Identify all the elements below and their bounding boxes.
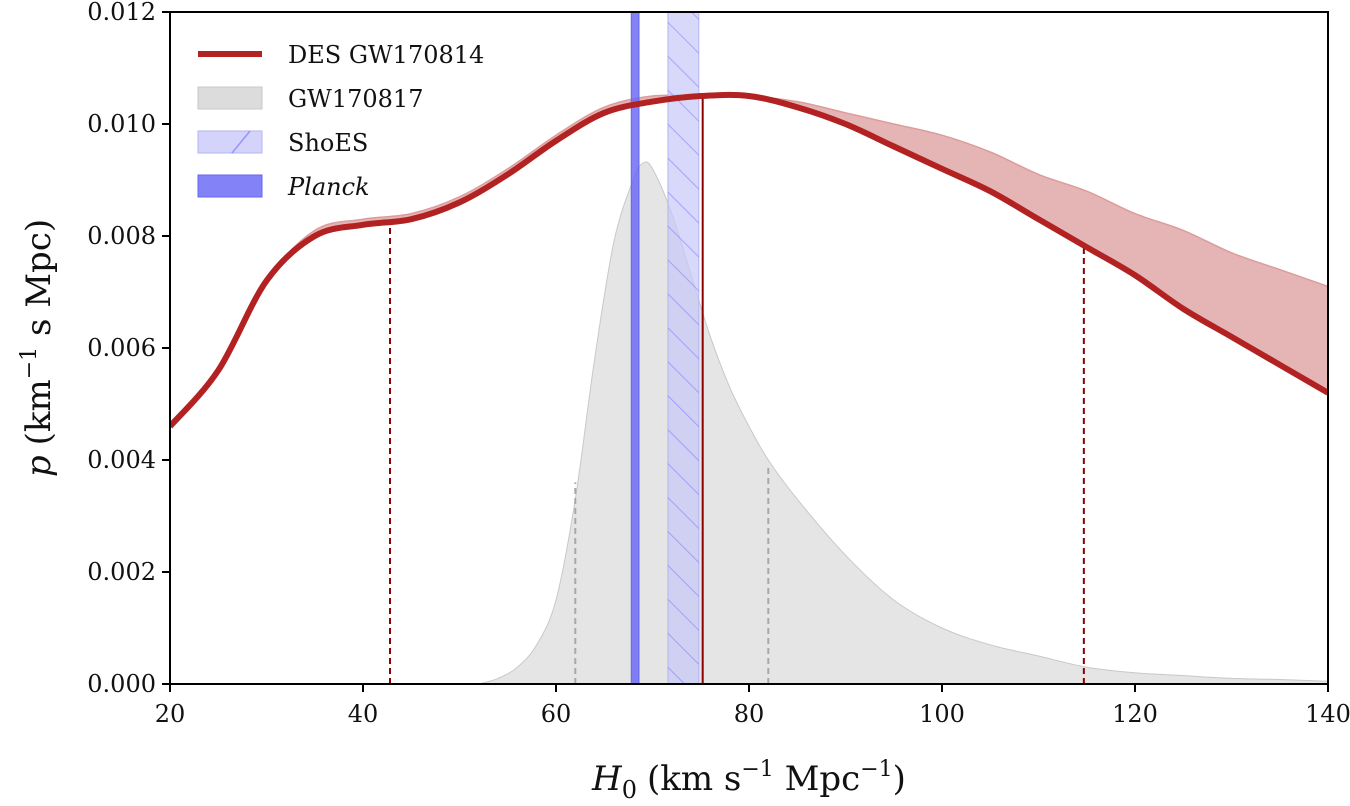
legend: DES GW170814 GW170817 ShoES Planck: [197, 41, 484, 201]
legend-label-shoes: ShoES: [288, 129, 368, 157]
plot-area: [170, 12, 1328, 684]
y-tick-label: 0.000: [87, 670, 156, 698]
y-axis-label-units2: s Mpc): [19, 219, 59, 347]
x-tick-label: 100: [919, 700, 965, 728]
y-tick-label: 0.010: [87, 110, 156, 138]
y-tick-label: 0.008: [87, 222, 156, 250]
legend-symbol-gw170817: [197, 86, 263, 110]
legend-symbol-planck: [197, 174, 263, 198]
x-axis-label: H0 (km s−1 Mpc−1): [591, 757, 906, 804]
y-tick-label: 0.012: [87, 0, 156, 26]
legend-label-gw170817: GW170817: [288, 85, 423, 113]
y-axis-label: p (km−1 s Mpc): [17, 219, 59, 477]
x-tick-label: 140: [1305, 700, 1350, 728]
x-axis-label-sup1: −1: [741, 757, 773, 782]
y-tick-label: 0.004: [87, 446, 156, 474]
band-planck: [630, 12, 640, 684]
des-gw170814-line: [170, 91, 1328, 429]
legend-hatch-mark: [231, 130, 251, 154]
x-tick-label: 60: [541, 700, 572, 728]
x-tick-label: 120: [1112, 700, 1158, 728]
x-axis-label-sup2: −1: [860, 757, 892, 782]
x-axis-label-units2: Mpc: [774, 759, 860, 799]
x-tick-label: 80: [734, 700, 765, 728]
x-axis-label-close: ): [893, 759, 906, 799]
x-axis-label-main: H: [591, 759, 623, 799]
y-tick-label: 0.006: [87, 334, 156, 362]
y-axis-label-main: p: [19, 455, 59, 477]
legend-label-des-gw170814: DES GW170814: [288, 41, 484, 69]
x-tick-label: 40: [348, 700, 379, 728]
legend-label-planck: Planck: [287, 173, 370, 201]
x-axis-label-units: (km s: [647, 759, 741, 799]
x-tick-label: 20: [155, 700, 186, 728]
y-tick-label: 0.002: [87, 558, 156, 586]
band-shoes: [667, 12, 700, 684]
y-axis-label-units: (km: [19, 379, 59, 445]
y-axis-label-sup: −1: [17, 347, 42, 379]
ticks: 20 40 60 80 100 120 140 0.000 0.002 0.004 0.006 0.0…: [87, 0, 1350, 728]
x-axis-label-sub: 0: [622, 776, 637, 804]
legend-symbol-shoes: [197, 130, 263, 154]
